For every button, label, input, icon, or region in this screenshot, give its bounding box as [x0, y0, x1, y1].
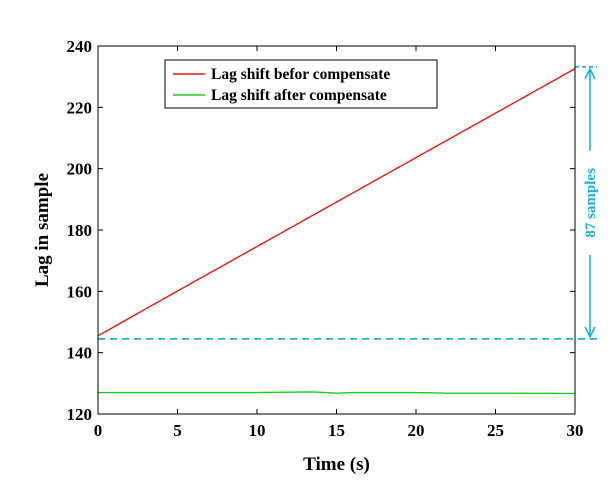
span-arrowhead-up — [584, 67, 596, 80]
y-axis-title: Lag in sample — [32, 173, 53, 287]
y-tick-label: 220 — [67, 98, 93, 117]
legend-entry-1: Lag shift befor compensate — [211, 66, 390, 83]
y-tick-label: 200 — [67, 160, 93, 179]
annotation-layer: 87 samples — [98, 66, 599, 340]
x-tick-label: 20 — [408, 421, 425, 440]
x-tick-label: 25 — [487, 421, 504, 440]
legend: Lag shift befor compensate Lag shift afte… — [164, 59, 438, 109]
x-tick-label: 30 — [567, 421, 584, 440]
y-tick-label: 180 — [67, 221, 93, 240]
legend-box — [164, 59, 438, 109]
x-axis-title: Time (s) — [303, 454, 370, 475]
series-line-2 — [98, 391, 576, 395]
axes-layer: 0 5 10 15 20 25 30 120 140 160 180 200 220 240 — [67, 37, 584, 440]
y-tick-label: 140 — [67, 344, 93, 363]
span-label: 87 samples — [583, 168, 599, 238]
x-tick-label: 5 — [173, 421, 182, 440]
y-tick-label: 160 — [67, 282, 93, 301]
span-arrowhead-down — [584, 326, 596, 339]
y-tick-label: 120 — [67, 405, 93, 424]
x-tick-label: 0 — [94, 421, 103, 440]
legend-entry-2: Lag shift after compensate — [211, 87, 387, 104]
series-line-1 — [97, 68, 576, 337]
series-layer — [97, 68, 576, 395]
x-tick-label: 15 — [328, 421, 345, 440]
y-tick-label: 240 — [67, 37, 93, 56]
x-tick-label: 10 — [249, 421, 266, 440]
